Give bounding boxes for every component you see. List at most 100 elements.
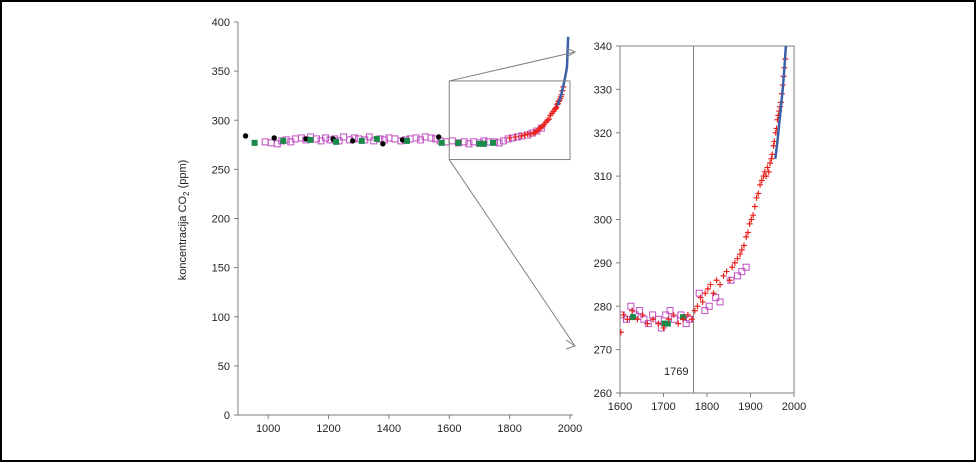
zoom-y-tick-label: 290 bbox=[594, 258, 612, 270]
main-open-square-point bbox=[465, 140, 473, 148]
zoom-red-plus-point bbox=[757, 181, 764, 188]
main-red-plus-point bbox=[552, 105, 559, 112]
main-open-square-point bbox=[412, 134, 420, 142]
main-green-square-point bbox=[280, 137, 287, 144]
zoom-plot: 260 270 280 290 300 310 320 330 340 1600 1700 1800 1… bbox=[594, 41, 807, 413]
zoom-open-square-point bbox=[705, 302, 713, 310]
zoom-red-plus-point bbox=[740, 242, 747, 249]
zoom-red-plus-point bbox=[765, 168, 772, 175]
main-black-circle-point bbox=[349, 138, 356, 144]
zoom-y-tick-label: 260 bbox=[594, 388, 612, 400]
zoom-y-tick-label: 340 bbox=[594, 41, 612, 53]
zoom-red-plus-point bbox=[675, 320, 682, 327]
main-open-square-point bbox=[448, 137, 456, 145]
zoom-open-square-point bbox=[695, 289, 703, 297]
zoom-red-plus-point bbox=[729, 264, 736, 271]
main-open-square-point bbox=[261, 138, 269, 146]
zoom-red-plus-point bbox=[702, 290, 709, 297]
zoom-red-plus-point bbox=[755, 190, 762, 197]
zoom-red-plus-point bbox=[753, 194, 760, 201]
zoom-red-plus-point bbox=[723, 268, 730, 275]
zoom-red-plus-point bbox=[620, 329, 624, 336]
zoom-red-plus-point bbox=[704, 285, 711, 292]
zoom-red-plus-point bbox=[684, 311, 691, 318]
zoom-open-square-point bbox=[701, 307, 709, 315]
zoom-open-square-point bbox=[742, 263, 750, 271]
main-black-circle-point bbox=[303, 136, 309, 142]
zoom-red-plus-point bbox=[670, 311, 677, 318]
zoom-y-tick-label: 310 bbox=[594, 171, 612, 183]
zoom-red-plus-point bbox=[694, 303, 701, 310]
main-green-square-point bbox=[307, 136, 314, 143]
main-x-tick-label: 1200 bbox=[316, 423, 340, 435]
zoom-connector-top bbox=[449, 51, 576, 82]
zoom-green-square-point bbox=[664, 320, 671, 327]
zoom-red-plus-point bbox=[737, 251, 744, 258]
zoom-marks bbox=[620, 46, 789, 336]
main-x-tick-label: 1600 bbox=[437, 423, 461, 435]
main-x-tick-label: 1000 bbox=[256, 423, 280, 435]
zoom-open-square-point bbox=[636, 307, 644, 315]
main-black-circle-point bbox=[242, 133, 249, 139]
main-red-plus-point bbox=[512, 133, 519, 140]
main-y-tick-label: 200 bbox=[212, 214, 230, 226]
main-open-square-point bbox=[504, 135, 512, 143]
zoom-box bbox=[448, 80, 571, 161]
main-y-tick-label: 250 bbox=[212, 164, 230, 176]
main-y-tick-label: 0 bbox=[224, 410, 230, 422]
zoom-red-plus-point bbox=[738, 246, 745, 253]
zoom-y-tick-label: 330 bbox=[594, 84, 612, 96]
zoom-y-tick-label: 270 bbox=[594, 345, 612, 357]
main-green-square-point bbox=[476, 140, 483, 147]
zoom-red-plus-point bbox=[624, 316, 631, 323]
main-open-square-point bbox=[391, 135, 399, 143]
zoom-open-square-point bbox=[738, 268, 746, 276]
zoom-open-square-point bbox=[666, 307, 674, 315]
zoom-red-plus-point bbox=[680, 316, 687, 323]
zoom-x-tick-label: 1800 bbox=[695, 401, 719, 413]
zoom-red-plus-point bbox=[750, 212, 757, 219]
zoom-open-square-point bbox=[640, 315, 648, 323]
zoom-red-plus-point bbox=[743, 233, 750, 240]
main-open-square-point bbox=[365, 133, 373, 141]
main-y-tick-label: 400 bbox=[212, 17, 230, 29]
main-open-square-point bbox=[385, 134, 393, 142]
main-red-plus-point bbox=[553, 104, 560, 111]
zoom-green-square-point bbox=[630, 314, 637, 321]
main-open-square-point bbox=[267, 139, 275, 147]
zoom-red-plus-point bbox=[763, 173, 770, 180]
zoom-connector-bottom bbox=[448, 159, 576, 347]
main-green-square-point bbox=[373, 135, 380, 142]
main-open-square-point bbox=[427, 134, 435, 142]
zoom-x-tick-label: 1600 bbox=[608, 401, 632, 413]
main-green-square-point bbox=[438, 139, 445, 146]
zoom-y-tick-label: 300 bbox=[594, 215, 612, 227]
main-green-square-point bbox=[490, 139, 497, 146]
main-x-tick-label: 1800 bbox=[497, 423, 521, 435]
zoom-red-plus-point bbox=[634, 316, 641, 323]
main-green-square-point bbox=[455, 139, 462, 146]
main-black-circle-point bbox=[399, 137, 406, 143]
zoom-red-plus-point bbox=[764, 164, 771, 171]
zoom-red-plus-point bbox=[620, 311, 627, 318]
zoom-red-plus-point bbox=[697, 294, 704, 301]
zoom-open-square-point bbox=[716, 298, 724, 306]
main-green-square-point bbox=[404, 137, 411, 144]
main-red-plus-point bbox=[545, 116, 552, 123]
zoom-arrowhead-bottom bbox=[565, 339, 577, 350]
zoom-red-plus-point bbox=[731, 259, 738, 266]
main-green-square-point bbox=[480, 140, 487, 147]
zoom-red-plus-point bbox=[644, 320, 651, 327]
main-y-tick-label: 100 bbox=[212, 312, 230, 324]
zoom-y-tick-label: 280 bbox=[594, 301, 612, 313]
main-open-square-point bbox=[340, 133, 348, 141]
zoom-red-plus-point bbox=[720, 272, 727, 279]
zoom-red-plus-point bbox=[717, 281, 724, 288]
zoom-red-plus-point bbox=[751, 203, 758, 210]
main-open-square-point bbox=[469, 138, 477, 146]
y-axis-label: koncentracija CO2 (ppm) bbox=[177, 160, 191, 281]
zoom-x-tick-label: 1900 bbox=[738, 401, 762, 413]
zoom-arrowhead-top bbox=[565, 47, 577, 58]
